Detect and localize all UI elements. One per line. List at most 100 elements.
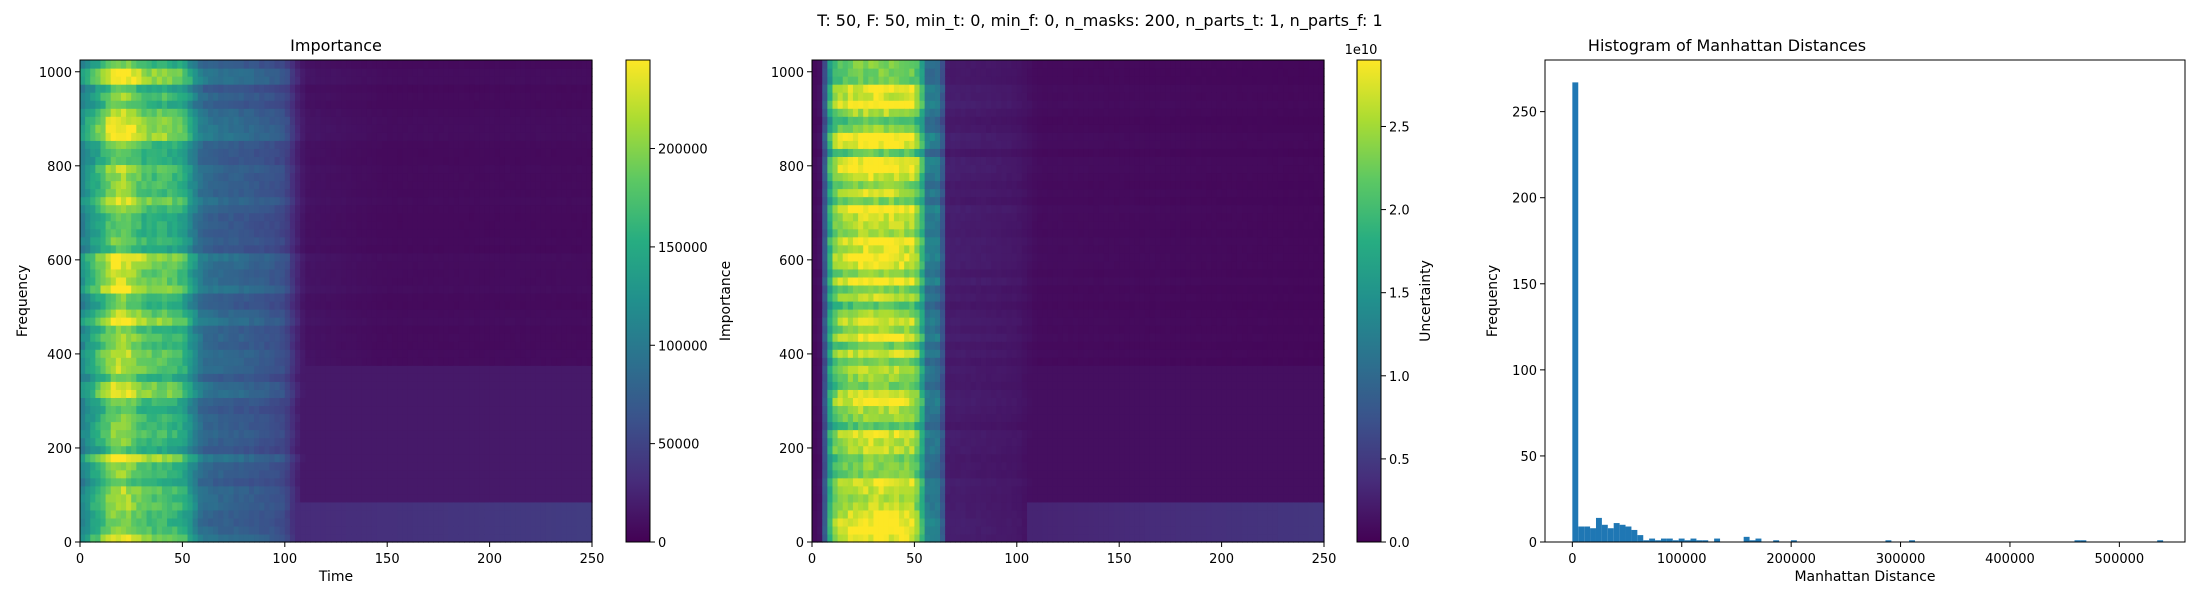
heatmap-cell (264, 172, 271, 182)
heatmap-cell (264, 220, 271, 230)
heatmap-cell (453, 309, 460, 318)
heatmap-cell (356, 292, 363, 302)
heatmap-cell (136, 405, 143, 415)
heatmap-cell (161, 309, 168, 318)
heatmap-cell (259, 140, 265, 149)
heatmap-cell (484, 357, 491, 366)
heatmap-cell (469, 108, 475, 117)
heatmap-cell (151, 60, 158, 69)
heatmap-cell (85, 373, 91, 382)
heatmap-cell (182, 244, 189, 254)
heatmap-cell (151, 220, 158, 230)
heatmap-cell (243, 445, 250, 455)
heatmap-cell (305, 204, 311, 214)
heatmap-cell (361, 292, 368, 302)
heatmap-cell (100, 156, 107, 166)
heatmap-cell (197, 132, 204, 141)
heatmap-cell (126, 309, 132, 318)
heatmap-cell (115, 116, 122, 125)
heatmap-cell (361, 196, 368, 206)
heatmap-cell (300, 100, 306, 109)
heatmap-cell (443, 509, 450, 519)
heatmap-cell (499, 525, 506, 535)
heatmap-cell (310, 389, 317, 398)
heatmap-cell (95, 180, 102, 190)
heatmap-cell (325, 212, 332, 222)
heatmap-cell (494, 212, 501, 222)
heatmap-cell (274, 485, 281, 495)
heatmap-cell (161, 373, 168, 382)
heatmap-cell (95, 276, 102, 286)
heatmap-cell (136, 357, 143, 366)
heatmap-cell (182, 220, 189, 230)
heatmap-cell (438, 509, 445, 519)
heatmap-cell (412, 236, 419, 246)
heatmap-cell (392, 292, 399, 302)
heatmap-cell (443, 421, 450, 431)
heatmap-cell (85, 509, 91, 519)
heatmap-cell (126, 373, 132, 382)
heatmap-cell (131, 389, 137, 398)
heatmap-cell (264, 397, 271, 407)
heatmap-cell (90, 341, 96, 350)
heatmap-cell (402, 132, 409, 141)
heatmap-cell (397, 365, 404, 374)
heatmap-cell (315, 405, 322, 415)
heatmap-cell (115, 469, 122, 479)
heatmap-cell (274, 292, 281, 302)
heatmap-cell (95, 413, 102, 423)
heatmap-cell (223, 156, 230, 166)
heatmap-cell (156, 188, 163, 198)
heatmap-cell (417, 341, 424, 350)
heatmap-cell (474, 493, 480, 503)
heatmap-cell (325, 517, 332, 527)
heatmap-cell (412, 260, 419, 270)
heatmap-cell (305, 533, 311, 543)
heatmap-cell (274, 413, 281, 423)
heatmap-cell (228, 188, 235, 198)
heatmap-cell (264, 509, 271, 519)
heatmap-cell (361, 164, 368, 174)
heatmap-cell (248, 501, 255, 511)
heatmap-cell (151, 533, 158, 543)
heatmap-cell (453, 172, 460, 182)
heatmap-cell (289, 349, 296, 358)
heatmap-cell (136, 124, 143, 133)
heatmap-cell (417, 140, 424, 149)
heatmap-cell (443, 309, 450, 318)
heatmap-cell (90, 509, 96, 519)
heatmap-cell (305, 180, 311, 190)
heatmap-cell (448, 276, 455, 286)
heatmap-cell (417, 301, 424, 310)
heatmap-cell (341, 188, 347, 198)
heatmap-cell (310, 381, 317, 390)
heatmap-cell (474, 485, 480, 495)
heatmap-cell (433, 284, 439, 294)
heatmap-cell (172, 509, 178, 519)
heatmap-cell (279, 260, 286, 270)
heatmap-cell (433, 301, 439, 310)
heatmap-cell (443, 244, 450, 254)
heatmap-cell (453, 204, 460, 214)
heatmap-cell (167, 389, 173, 398)
heatmap-cell (458, 501, 465, 511)
heatmap-cell (167, 525, 173, 535)
heatmap-cell (330, 156, 337, 166)
heatmap-cell (136, 493, 143, 503)
heatmap-cell (428, 252, 434, 262)
heatmap-cell (315, 381, 322, 390)
heatmap-cell (279, 453, 286, 463)
heatmap-cell (361, 485, 368, 495)
heatmap-cell (85, 477, 91, 487)
heatmap-cell (80, 148, 86, 157)
heatmap-cell (407, 276, 414, 286)
heatmap-cell (172, 76, 178, 85)
heatmap-cell (494, 421, 501, 431)
heatmap-cell (382, 204, 388, 214)
heatmap-cell (177, 333, 183, 342)
heatmap-cell (428, 365, 434, 374)
heatmap-cell (474, 116, 480, 125)
heatmap-cell (259, 164, 265, 174)
heatmap-cell (208, 228, 214, 238)
heatmap-cell (484, 92, 491, 101)
